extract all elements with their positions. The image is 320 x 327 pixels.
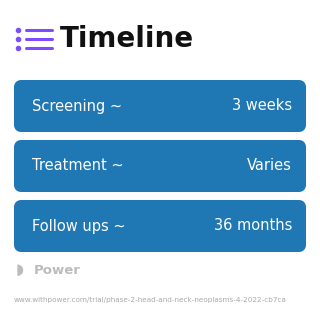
Text: ◗: ◗: [16, 263, 24, 278]
FancyBboxPatch shape: [14, 200, 306, 252]
Text: Timeline: Timeline: [60, 25, 194, 53]
Text: Screening ~: Screening ~: [32, 98, 122, 113]
Text: 3 weeks: 3 weeks: [232, 98, 292, 113]
Text: Varies: Varies: [247, 159, 292, 174]
Text: Power: Power: [34, 264, 81, 277]
FancyBboxPatch shape: [14, 140, 306, 192]
FancyBboxPatch shape: [14, 80, 306, 132]
Text: 36 months: 36 months: [214, 218, 292, 233]
Text: www.withpower.com/trial/phase-2-head-and-neck-neoplasms-4-2022-cb7ca: www.withpower.com/trial/phase-2-head-and…: [14, 297, 287, 303]
Text: Treatment ~: Treatment ~: [32, 159, 124, 174]
Text: Follow ups ~: Follow ups ~: [32, 218, 126, 233]
